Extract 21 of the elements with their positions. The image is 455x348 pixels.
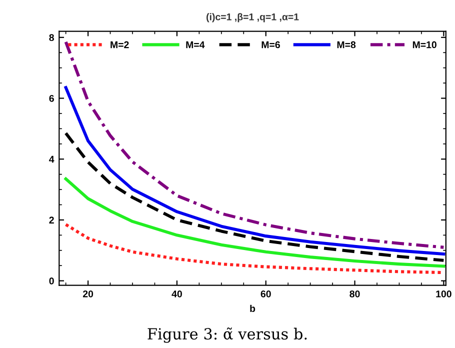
line-series bbox=[64, 177, 446, 268]
y-tick-label: 2 bbox=[49, 216, 54, 224]
legend-label: M=6 bbox=[262, 41, 280, 48]
line-series bbox=[64, 86, 446, 256]
line-series bbox=[64, 40, 446, 249]
x-axis-title: b bbox=[250, 304, 256, 312]
legend-label: M=4 bbox=[186, 41, 205, 48]
legend-label: M=8 bbox=[337, 41, 356, 48]
y-tick-label: 8 bbox=[49, 34, 54, 42]
y-tick-label: 0 bbox=[49, 278, 54, 284]
legend-label: M=10 bbox=[412, 41, 436, 48]
caption: Figure 3: α̃ versus b. bbox=[148, 328, 307, 343]
legend-label: M=2 bbox=[110, 41, 129, 48]
y-tick-label: 6 bbox=[49, 94, 54, 102]
x-tick-label: 60 bbox=[260, 290, 271, 298]
x-tick-label: 100 bbox=[436, 290, 452, 298]
x-tick-label: 80 bbox=[350, 290, 360, 298]
x-tick-label: 40 bbox=[172, 290, 182, 298]
chart-title: (i)c=1 ,β=1 ,q=1 ,α=1 bbox=[206, 13, 299, 22]
x-tick-label: 20 bbox=[82, 290, 94, 298]
y-tick-label: 4 bbox=[49, 156, 54, 163]
